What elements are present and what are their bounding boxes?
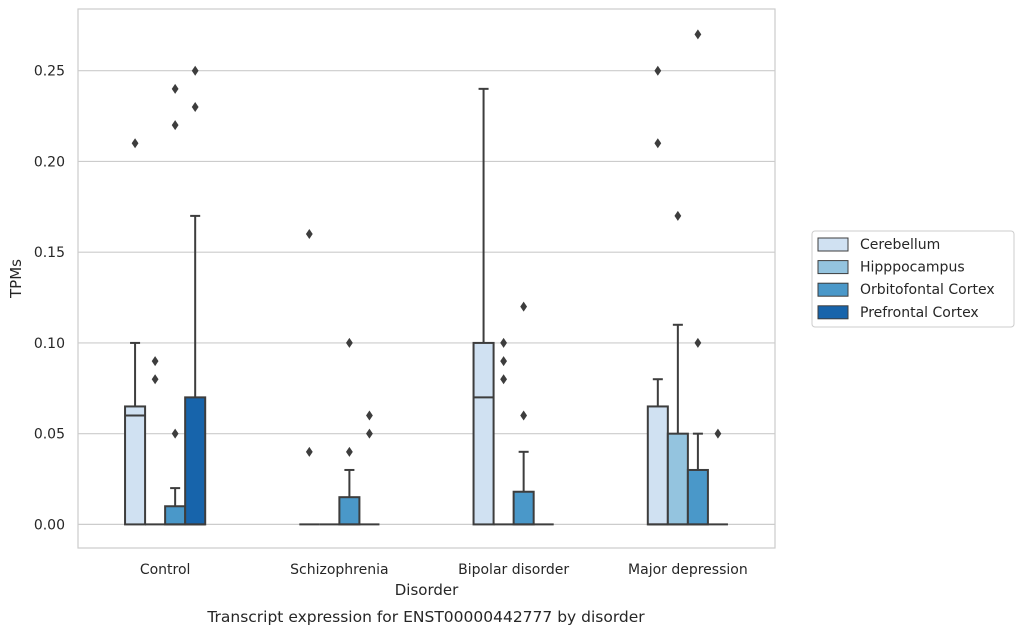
box-0-2 <box>472 87 495 526</box>
legend-swatch <box>817 282 849 297</box>
outlier-point <box>520 301 528 312</box>
outlier-point <box>171 428 179 439</box>
outlier-point <box>674 210 682 221</box>
y-tick-label: 0.20 <box>34 154 65 170</box>
legend-label: Hipppocampus <box>860 260 965 276</box>
outlier-point <box>500 337 508 348</box>
box-1-2 <box>493 337 514 526</box>
box-2-0 <box>164 83 187 526</box>
box-body <box>646 405 669 526</box>
outlier-point <box>171 83 179 94</box>
y-tick-label: 0.00 <box>34 517 65 533</box>
y-tick-label: 0.25 <box>34 64 65 80</box>
outlier-point <box>151 374 159 385</box>
legend-swatch <box>817 237 849 252</box>
box-body <box>472 341 495 526</box>
outlier-point <box>654 138 662 149</box>
outlier-point <box>151 356 159 367</box>
outlier-point <box>714 428 722 439</box>
outlier-point <box>305 229 313 240</box>
box-2-1 <box>338 337 361 526</box>
box-0-0 <box>124 138 147 526</box>
box-body <box>338 496 361 526</box>
box-0-3 <box>646 65 669 526</box>
outlier-point <box>500 374 508 385</box>
outlier-point <box>191 65 199 76</box>
box-1-0 <box>145 356 166 526</box>
outlier-point <box>345 446 353 457</box>
outlier-point <box>171 120 179 131</box>
y-tick-label: 0.15 <box>34 245 65 261</box>
y-tick-labels: 0.00 0.05 0.10 0.15 0.20 0.25 <box>34 64 65 534</box>
plot-frame <box>77 8 776 549</box>
legend-label: Prefrontal Cortex <box>860 305 979 321</box>
box-1-3 <box>666 210 689 526</box>
legend-frame <box>811 230 1015 328</box>
legend: Cerebellum Hipppocampus Orbitofontal Corte… <box>811 230 1015 328</box>
legend-swatch <box>817 305 849 320</box>
box-marks <box>124 29 728 526</box>
x-tick-labels: Control Schizophrenia Bipolar disorder Majo… <box>140 562 748 578</box>
x-axis-title: Disorder <box>395 581 459 599</box>
box-2-3 <box>686 29 709 526</box>
legend-label: Cerebellum <box>860 237 940 253</box>
box-3-0 <box>184 65 207 526</box>
box-body <box>124 405 147 526</box>
box-body <box>184 396 207 526</box>
outlier-point <box>305 446 313 457</box>
outlier-point <box>345 337 353 348</box>
legend-label: Orbitofontal Cortex <box>860 282 995 298</box>
outlier-point <box>694 29 702 40</box>
x-tick-label: Control <box>140 562 191 578</box>
outlier-point <box>500 356 508 367</box>
outlier-point <box>131 138 139 149</box>
outlier-point <box>654 65 662 76</box>
y-tick-label: 0.10 <box>34 336 65 352</box>
box-3-1 <box>359 410 380 526</box>
outlier-point <box>191 102 199 112</box>
x-tick-label: Major depression <box>628 562 748 578</box>
outlier-point <box>694 337 702 348</box>
box-body <box>164 505 187 526</box>
box-body <box>686 468 709 526</box>
outlier-point <box>366 428 373 439</box>
y-axis-title: TPMs <box>7 259 25 299</box>
box-0-1 <box>299 229 320 526</box>
box-body <box>512 490 535 526</box>
outlier-point <box>520 410 528 421</box>
figure-caption: Transcript expression for ENST0000044277… <box>206 608 645 626</box>
box-body <box>666 432 689 526</box>
x-tick-label: Schizophrenia <box>290 562 388 578</box>
box-2-2 <box>512 301 535 526</box>
y-tick-label: 0.05 <box>34 427 65 443</box>
outlier-point <box>366 410 373 421</box>
box-3-3 <box>707 428 728 526</box>
legend-swatch <box>817 260 849 275</box>
x-tick-label: Bipolar disorder <box>458 562 569 578</box>
